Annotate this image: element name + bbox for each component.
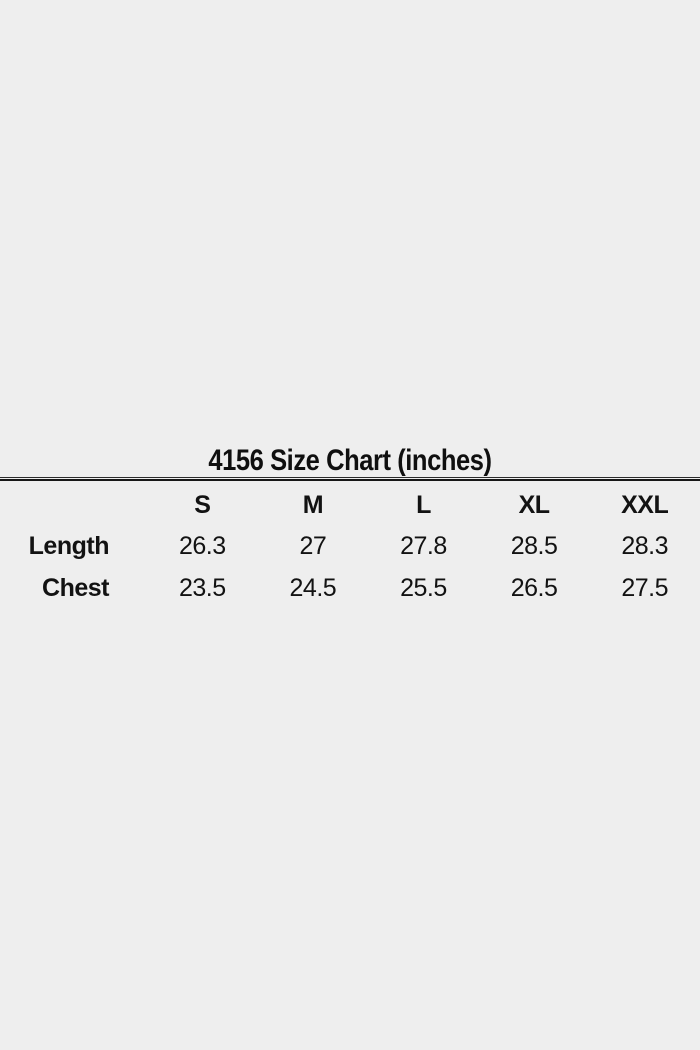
cell-chest-m: 24.5 bbox=[289, 573, 337, 602]
divider-bottom-line bbox=[0, 479, 700, 481]
table-row-chest: Chest 23.5 24.5 25.5 26.5 27.5 bbox=[0, 567, 700, 609]
cell-chest-s: 23.5 bbox=[178, 573, 226, 602]
cell-chest-xl: 26.5 bbox=[510, 573, 558, 602]
row-label-length: Length bbox=[28, 531, 110, 560]
size-chart-table: S M L XL XXL Length 26.3 27 27.8 28.5 28… bbox=[0, 485, 700, 609]
column-header-xxl: XXL bbox=[621, 490, 669, 519]
cell-length-xxl: 28.3 bbox=[621, 531, 669, 560]
cell-length-m: 27 bbox=[299, 531, 327, 560]
column-header-l: L bbox=[416, 490, 431, 519]
row-label-chest: Chest bbox=[42, 573, 109, 602]
cell-length-xl: 28.5 bbox=[510, 531, 558, 560]
divider-top-line bbox=[0, 477, 700, 478]
cell-chest-xxl: 27.5 bbox=[621, 573, 669, 602]
cell-chest-l: 25.5 bbox=[400, 573, 447, 602]
column-header-m: M bbox=[302, 490, 324, 519]
title-divider bbox=[0, 477, 700, 481]
cell-length-l: 27.8 bbox=[400, 531, 447, 560]
column-header-s: S bbox=[194, 490, 211, 519]
column-header-xl: XL bbox=[518, 490, 550, 519]
header-row: S M L XL XXL bbox=[0, 485, 700, 525]
corner-cell bbox=[0, 485, 147, 525]
table-row-length: Length 26.3 27 27.8 28.5 28.3 bbox=[0, 525, 700, 567]
size-chart-title: 4156 Size Chart (inches) bbox=[208, 444, 492, 477]
cell-length-s: 26.3 bbox=[178, 531, 226, 560]
